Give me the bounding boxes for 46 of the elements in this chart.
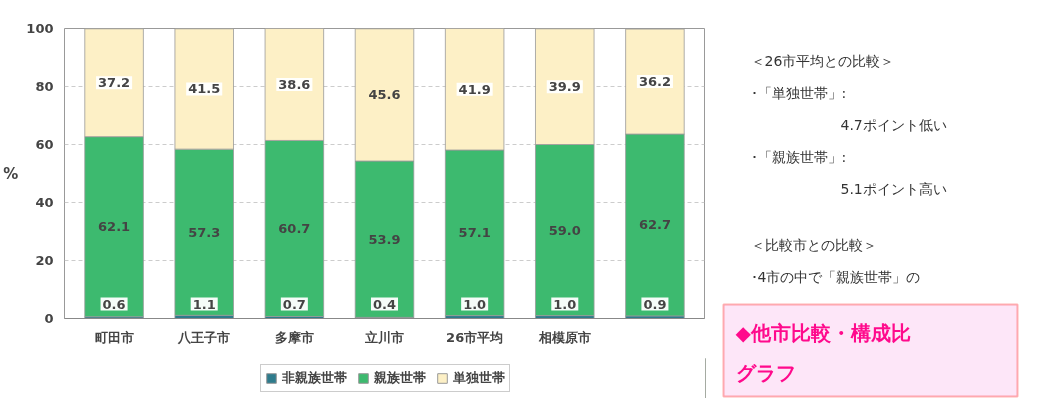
- data-label: 0.6: [102, 296, 126, 312]
- text: 5.1ポイント高い: [840, 180, 947, 197]
- text: 4.7ポイント低い: [840, 116, 947, 133]
- text: ＜26市平均との比較＞: [750, 52, 895, 69]
- data-label: 60.7: [278, 220, 311, 236]
- data-label: 36.2: [638, 74, 671, 90]
- data-label: 38.6: [278, 76, 311, 92]
- legend-label: 非親族世帯: [281, 369, 347, 387]
- data-label: 0.9: [643, 296, 667, 312]
- y-tick-label: 80: [35, 79, 54, 94]
- data-label: 0.4: [372, 296, 397, 312]
- text: ･「単独世帯」:: [750, 84, 847, 101]
- text: ＜比較市との比較＞: [750, 236, 877, 253]
- y-tick-label: 0: [44, 311, 54, 326]
- text: グラフ: [735, 360, 796, 385]
- data-label: 41.9: [458, 81, 491, 97]
- data-label: 45.6: [368, 87, 401, 103]
- data-label: 57.1: [458, 225, 491, 241]
- y-tick-label: 40: [35, 195, 54, 210]
- text: ･4市の中で「親族世帯」の: [750, 268, 921, 285]
- legend-label: 親族世帯: [373, 369, 426, 387]
- y-tick-label: 100: [26, 21, 54, 36]
- data-label: 39.9: [548, 79, 581, 95]
- data-label: 53.9: [368, 231, 401, 247]
- y-tick-label: 20: [35, 253, 54, 268]
- legend-label: 単独世帯: [452, 369, 505, 387]
- x-tick-label: 八王子市: [177, 329, 231, 345]
- x-tick-label: 相模原市: [537, 329, 591, 345]
- data-label: 62.1: [98, 219, 131, 235]
- text: ･「親族世帯」:: [750, 148, 847, 165]
- data-label: 1.0: [463, 296, 487, 312]
- data-label: 57.3: [188, 224, 221, 240]
- data-label: 41.5: [188, 81, 221, 97]
- data-label: 59.0: [548, 222, 581, 238]
- x-tick-label: 多摩市: [274, 329, 314, 345]
- y-tick-label: 60: [35, 137, 54, 152]
- data-label: 37.2: [98, 75, 131, 91]
- y-axis-title: %: [3, 164, 19, 183]
- data-label: 1.0: [553, 296, 577, 312]
- x-tick-label: 町田市: [94, 329, 134, 345]
- text: ◆他市比較・構成比: [735, 320, 911, 345]
- x-tick-label: 立川市: [364, 329, 404, 345]
- data-label: 0.7: [282, 296, 306, 312]
- x-tick-label: 26市平均: [446, 329, 504, 345]
- data-label: 62.7: [638, 217, 671, 233]
- data-label: 1.1: [192, 296, 216, 312]
